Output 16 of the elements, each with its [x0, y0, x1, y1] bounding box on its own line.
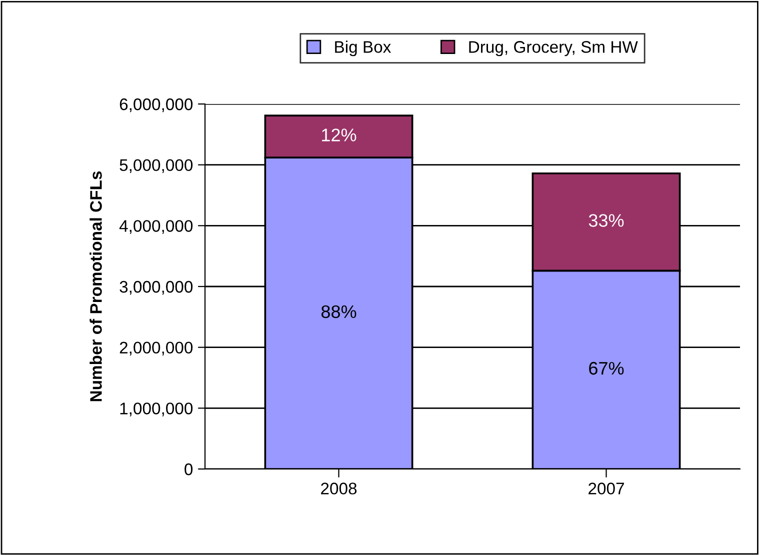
x-tick-label: 2007	[588, 482, 624, 494]
legend-label: Big Box	[335, 40, 391, 56]
y-axis-title: Number of Promotional CFLs	[90, 171, 102, 402]
y-tick-label: 1,000,000	[120, 402, 193, 416]
y-tick-label: 2,000,000	[120, 342, 193, 356]
annotation: 88%	[321, 305, 356, 318]
annotation: 67%	[589, 362, 624, 375]
y-tick-label: 5,000,000	[120, 159, 193, 174]
y-tick-label: 0	[184, 463, 193, 476]
legend-label: Drug, Grocery, Sm HW	[469, 41, 638, 56]
annotation: 33%	[588, 214, 624, 227]
annotation: 12%	[322, 128, 356, 142]
y-tick-label: 3,000,000	[120, 280, 193, 295]
y-tick-label: 4,000,000	[119, 220, 193, 234]
x-tick-label: 2008	[321, 482, 357, 494]
y-tick-label: 6,000,000	[120, 98, 193, 112]
